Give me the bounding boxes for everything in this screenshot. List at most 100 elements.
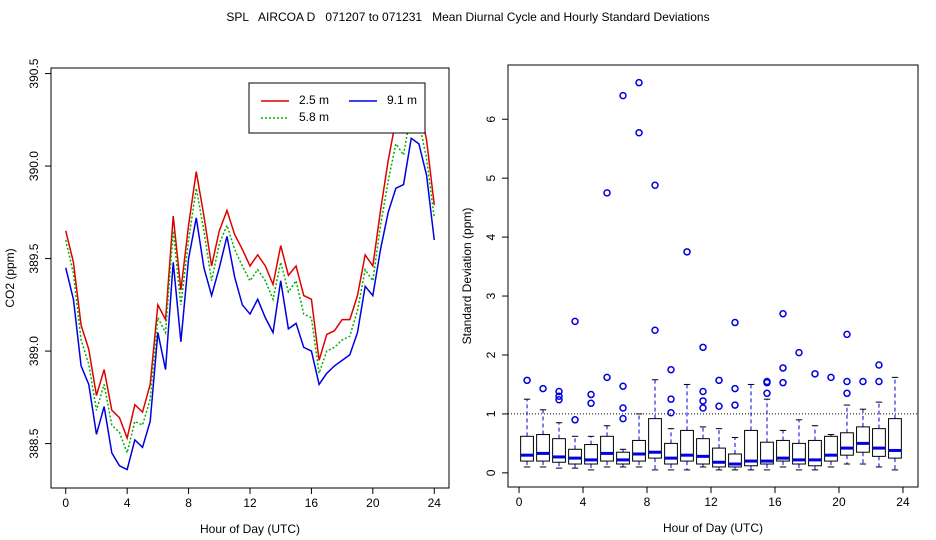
- outlier: [635, 78, 643, 87]
- x-tick-label: 20: [366, 496, 380, 510]
- outlier: [763, 389, 771, 398]
- y-tick-label: 2: [484, 351, 498, 358]
- y-tick-label: 0: [484, 469, 498, 476]
- box: [712, 447, 726, 468]
- outlier: [571, 416, 579, 424]
- figure-title: SPL AIRCOA D 071207 to 071231 Mean Diurn…: [226, 10, 709, 24]
- y-tick-label: 390.5: [27, 58, 41, 88]
- outlier: [651, 181, 659, 189]
- box: [648, 418, 662, 459]
- outlier: [875, 377, 883, 386]
- outlier: [523, 376, 531, 385]
- y-tick-label: 388.5: [27, 428, 41, 458]
- outlier: [859, 377, 867, 386]
- outlier: [843, 389, 851, 398]
- box: [840, 432, 854, 456]
- box: [856, 426, 870, 453]
- legend-label: 2.5 m: [299, 93, 329, 107]
- y-axis-label: CO2 (ppm): [3, 248, 17, 307]
- box: [888, 418, 902, 459]
- outlier: [539, 384, 547, 393]
- x-axis-label: Hour of Day (UTC): [200, 522, 300, 536]
- outlier: [731, 384, 739, 393]
- box: [680, 429, 694, 462]
- box: [552, 438, 566, 463]
- outlier: [667, 408, 675, 417]
- outlier: [715, 402, 723, 411]
- x-tick-label: 12: [704, 495, 718, 509]
- outlier: [619, 382, 627, 390]
- x-tick-label: 0: [516, 495, 523, 509]
- x-tick-label: 16: [768, 495, 782, 509]
- outlier: [555, 396, 563, 404]
- series-line: [65, 136, 436, 471]
- outlier: [619, 404, 627, 412]
- box: [872, 428, 886, 457]
- outlier: [619, 91, 627, 100]
- outlier: [843, 377, 851, 386]
- outlier: [827, 373, 835, 382]
- outlier: [571, 317, 579, 326]
- box: [776, 439, 790, 462]
- outlier: [667, 365, 675, 374]
- outlier: [667, 395, 675, 403]
- y-tick-label: 6: [484, 116, 498, 123]
- outlier: [683, 248, 691, 256]
- box: [520, 435, 534, 462]
- outlier: [603, 189, 611, 197]
- y-tick-label: 3: [484, 292, 498, 299]
- box: [536, 434, 550, 462]
- series-line: [65, 108, 436, 456]
- x-tick-label: 20: [832, 495, 846, 509]
- x-tick-label: 24: [896, 495, 910, 509]
- outlier: [875, 361, 883, 369]
- x-tick-label: 12: [243, 496, 257, 510]
- outlier: [699, 397, 707, 405]
- outlier: [555, 387, 563, 396]
- outlier: [555, 392, 563, 400]
- y-axis-label: Standard Deviation (ppm): [460, 208, 474, 345]
- x-tick-label: 4: [124, 496, 131, 510]
- outlier: [779, 309, 787, 318]
- y-tick-label: 389.5: [27, 243, 41, 273]
- box: [696, 438, 710, 465]
- outlier: [635, 129, 643, 137]
- outlier: [779, 378, 787, 387]
- legend-box: [248, 82, 426, 134]
- outlier: [651, 326, 659, 334]
- box: [600, 435, 614, 462]
- outlier: [587, 390, 595, 399]
- y-tick-label: 5: [484, 175, 498, 182]
- x-tick-label: 4: [580, 495, 587, 509]
- series-line: [65, 82, 436, 441]
- x-tick-label: 24: [428, 496, 442, 510]
- outlier: [619, 414, 627, 423]
- box: [664, 442, 678, 465]
- plot-frame: [507, 64, 919, 488]
- outlier: [699, 404, 707, 412]
- outlier: [587, 399, 595, 408]
- x-tick-label: 0: [62, 496, 69, 510]
- outlier: [795, 348, 803, 357]
- box: [760, 441, 774, 465]
- outlier: [603, 373, 611, 382]
- legend-label: 9.1 m: [387, 93, 417, 107]
- box: [632, 439, 646, 462]
- outlier: [779, 364, 787, 372]
- box: [616, 451, 630, 465]
- outlier: [731, 318, 739, 327]
- legend-label: 5.8 m: [299, 110, 329, 124]
- y-tick-label: 1: [484, 410, 498, 417]
- outlier: [699, 387, 707, 396]
- box: [808, 439, 822, 467]
- x-axis-label: Hour of Day (UTC): [663, 521, 763, 535]
- box: [824, 435, 838, 462]
- outlier: [715, 376, 723, 385]
- x-tick-label: 16: [305, 496, 319, 510]
- x-tick-label: 8: [185, 496, 192, 510]
- outlier: [763, 377, 771, 386]
- x-tick-label: 8: [644, 495, 651, 509]
- box: [744, 429, 758, 467]
- y-tick-label: 390.0: [27, 151, 41, 181]
